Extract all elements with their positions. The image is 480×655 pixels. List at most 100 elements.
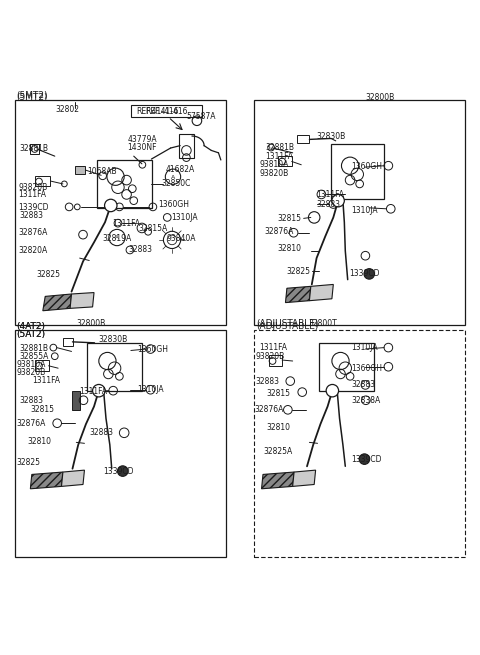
Text: 32819A: 32819A xyxy=(103,234,132,244)
Text: 32830B: 32830B xyxy=(99,335,128,344)
Text: (ADJUSTABLE): (ADJUSTABLE) xyxy=(256,319,318,328)
Text: 1310JA: 1310JA xyxy=(137,385,164,394)
Text: 32800B: 32800B xyxy=(365,93,395,102)
Text: 1311FA: 1311FA xyxy=(32,376,60,384)
Text: 93810A: 93810A xyxy=(259,160,288,169)
Text: 32810: 32810 xyxy=(266,422,290,432)
Text: 1339CD: 1339CD xyxy=(351,455,382,464)
Text: 43779A: 43779A xyxy=(128,135,157,144)
Bar xyxy=(298,135,310,143)
Text: 32883: 32883 xyxy=(89,428,113,438)
Text: 32825A: 32825A xyxy=(263,447,292,457)
Text: 32881B: 32881B xyxy=(265,143,294,151)
Circle shape xyxy=(165,169,180,185)
Text: 32830B: 32830B xyxy=(317,132,346,141)
Text: 1339CD: 1339CD xyxy=(18,203,49,212)
Bar xyxy=(254,330,465,557)
Text: 32810: 32810 xyxy=(277,244,301,253)
Text: (5MT2): (5MT2) xyxy=(16,93,48,102)
Bar xyxy=(15,330,226,557)
Text: 93840A: 93840A xyxy=(166,234,196,244)
Text: 1339CD: 1339CD xyxy=(104,466,134,476)
Text: 32815: 32815 xyxy=(266,388,290,398)
Polygon shape xyxy=(43,294,72,310)
Circle shape xyxy=(93,384,105,397)
Text: 93820B: 93820B xyxy=(259,169,288,178)
Circle shape xyxy=(326,384,338,397)
Text: 32800T: 32800T xyxy=(309,319,337,328)
Text: REF.41-416: REF.41-416 xyxy=(145,107,188,116)
Bar xyxy=(63,338,73,346)
Text: 32876A: 32876A xyxy=(16,419,46,428)
Text: 93820B: 93820B xyxy=(16,367,46,377)
Polygon shape xyxy=(262,472,294,489)
Text: 32883: 32883 xyxy=(256,377,280,386)
Text: 41682A: 41682A xyxy=(166,165,195,174)
Text: 1310JA: 1310JA xyxy=(351,206,378,215)
Text: (4AT2): (4AT2) xyxy=(16,322,46,331)
Polygon shape xyxy=(61,470,84,487)
Bar xyxy=(72,390,80,410)
Text: A: A xyxy=(115,235,119,240)
Bar xyxy=(75,166,85,174)
Text: 32881B: 32881B xyxy=(20,344,49,352)
Bar xyxy=(269,355,282,365)
Text: 1339CD: 1339CD xyxy=(349,269,380,278)
Circle shape xyxy=(109,229,125,246)
Text: 32883: 32883 xyxy=(129,245,153,254)
Text: 32881B: 32881B xyxy=(20,143,49,153)
Polygon shape xyxy=(310,284,333,301)
Bar xyxy=(131,105,202,117)
Text: 32838A: 32838A xyxy=(351,396,381,405)
Text: 32802: 32802 xyxy=(56,105,80,114)
Text: (5AT2): (5AT2) xyxy=(16,330,46,339)
Text: 1360GH: 1360GH xyxy=(158,200,190,209)
Text: 93820B: 93820B xyxy=(18,183,48,192)
Circle shape xyxy=(364,269,374,279)
Text: (4AT2): (4AT2) xyxy=(16,322,46,331)
Text: 32800B: 32800B xyxy=(76,319,106,328)
Polygon shape xyxy=(286,286,311,303)
Text: 32825: 32825 xyxy=(287,267,311,276)
Circle shape xyxy=(332,195,344,207)
Text: 1311FA: 1311FA xyxy=(112,219,140,228)
Text: 32855A: 32855A xyxy=(20,352,49,361)
Text: 57587A: 57587A xyxy=(186,113,216,121)
Text: 93810A: 93810A xyxy=(16,360,46,369)
Circle shape xyxy=(105,199,117,212)
Text: 1311FA: 1311FA xyxy=(265,152,293,160)
Bar xyxy=(35,360,48,371)
Text: 1311FA: 1311FA xyxy=(18,190,47,199)
Text: 32825: 32825 xyxy=(16,458,40,467)
Text: 32876A: 32876A xyxy=(18,228,48,237)
Polygon shape xyxy=(293,470,316,487)
Polygon shape xyxy=(30,472,63,489)
Text: 32815A: 32815A xyxy=(139,224,168,233)
Text: 32876A: 32876A xyxy=(265,227,294,236)
Text: 32883: 32883 xyxy=(20,212,44,221)
Text: 1360GH: 1360GH xyxy=(351,364,383,373)
Text: 1310JA: 1310JA xyxy=(171,213,198,222)
Text: 32815: 32815 xyxy=(277,214,301,223)
Text: 32850C: 32850C xyxy=(161,179,191,189)
Text: A: A xyxy=(171,175,175,179)
Text: 1360GH: 1360GH xyxy=(137,345,168,354)
Text: 1430NF: 1430NF xyxy=(128,143,157,151)
Text: 32810: 32810 xyxy=(27,437,51,446)
Bar xyxy=(278,156,292,166)
Circle shape xyxy=(359,454,370,464)
Text: 1310JA: 1310JA xyxy=(351,343,378,352)
Text: 1311FA: 1311FA xyxy=(259,343,287,352)
Text: 32825: 32825 xyxy=(36,271,60,279)
Bar xyxy=(35,176,50,186)
Circle shape xyxy=(118,466,128,476)
Text: 93820B: 93820B xyxy=(256,352,285,361)
Text: (5AT2): (5AT2) xyxy=(16,329,46,339)
Text: 1311FA: 1311FA xyxy=(317,190,345,199)
Bar xyxy=(15,100,226,325)
Text: (ADJUSTABLE): (ADJUSTABLE) xyxy=(256,322,318,331)
Text: 32883: 32883 xyxy=(351,381,375,390)
Text: 32876A: 32876A xyxy=(254,405,284,415)
Text: 1360GH: 1360GH xyxy=(351,162,383,171)
Polygon shape xyxy=(70,293,94,309)
